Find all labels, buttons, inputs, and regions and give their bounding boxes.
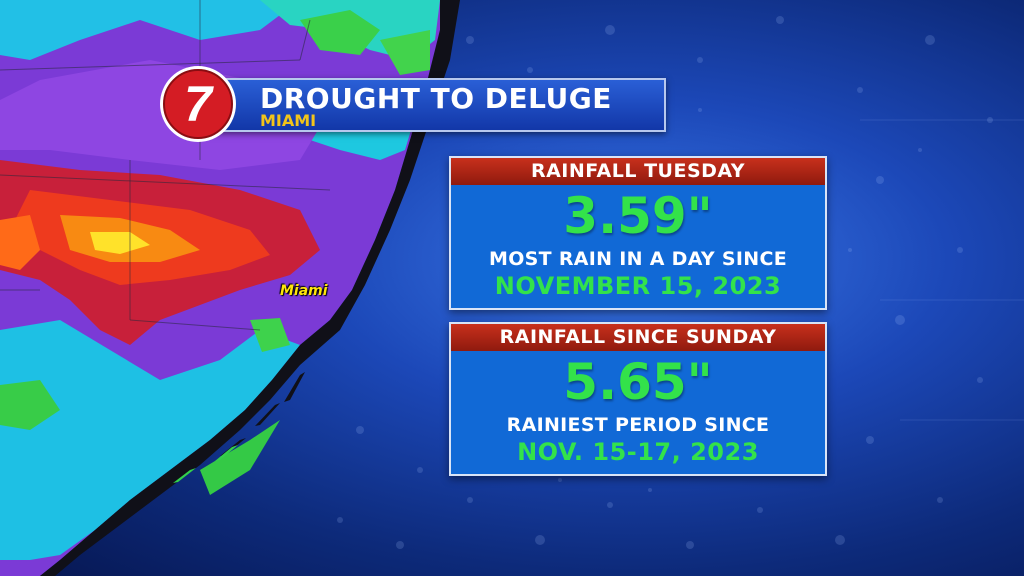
record-note: MOST RAIN IN A DAY SINCE	[489, 248, 787, 270]
miami-city-label: Miami	[280, 283, 328, 299]
rainfall-since-sunday-panel: RAINFALL SINCE SUNDAY 5.65" RAINIEST PER…	[449, 322, 827, 476]
page-title: DROUGHT TO DELUGE	[260, 82, 612, 115]
panel-heading: RAINFALL TUESDAY	[451, 158, 825, 185]
location-subtitle: MIAMI	[260, 111, 317, 130]
channel-7-logo-icon: 7	[160, 66, 236, 142]
rainfall-radar-map	[0, 0, 460, 576]
title-banner: DROUGHT TO DELUGE MIAMI	[200, 78, 666, 132]
record-note: RAINIEST PERIOD SINCE	[506, 414, 770, 436]
panel-heading: RAINFALL SINCE SUNDAY	[451, 324, 825, 351]
record-since-date: NOVEMBER 15, 2023	[494, 272, 782, 300]
rainfall-amount: 3.59"	[563, 187, 713, 245]
rainfall-tuesday-panel: RAINFALL TUESDAY 3.59" MOST RAIN IN A DA…	[449, 156, 827, 310]
logo-number: 7	[184, 76, 214, 132]
rainfall-amount: 5.65"	[563, 353, 713, 411]
record-since-date: NOV. 15-17, 2023	[517, 438, 759, 466]
